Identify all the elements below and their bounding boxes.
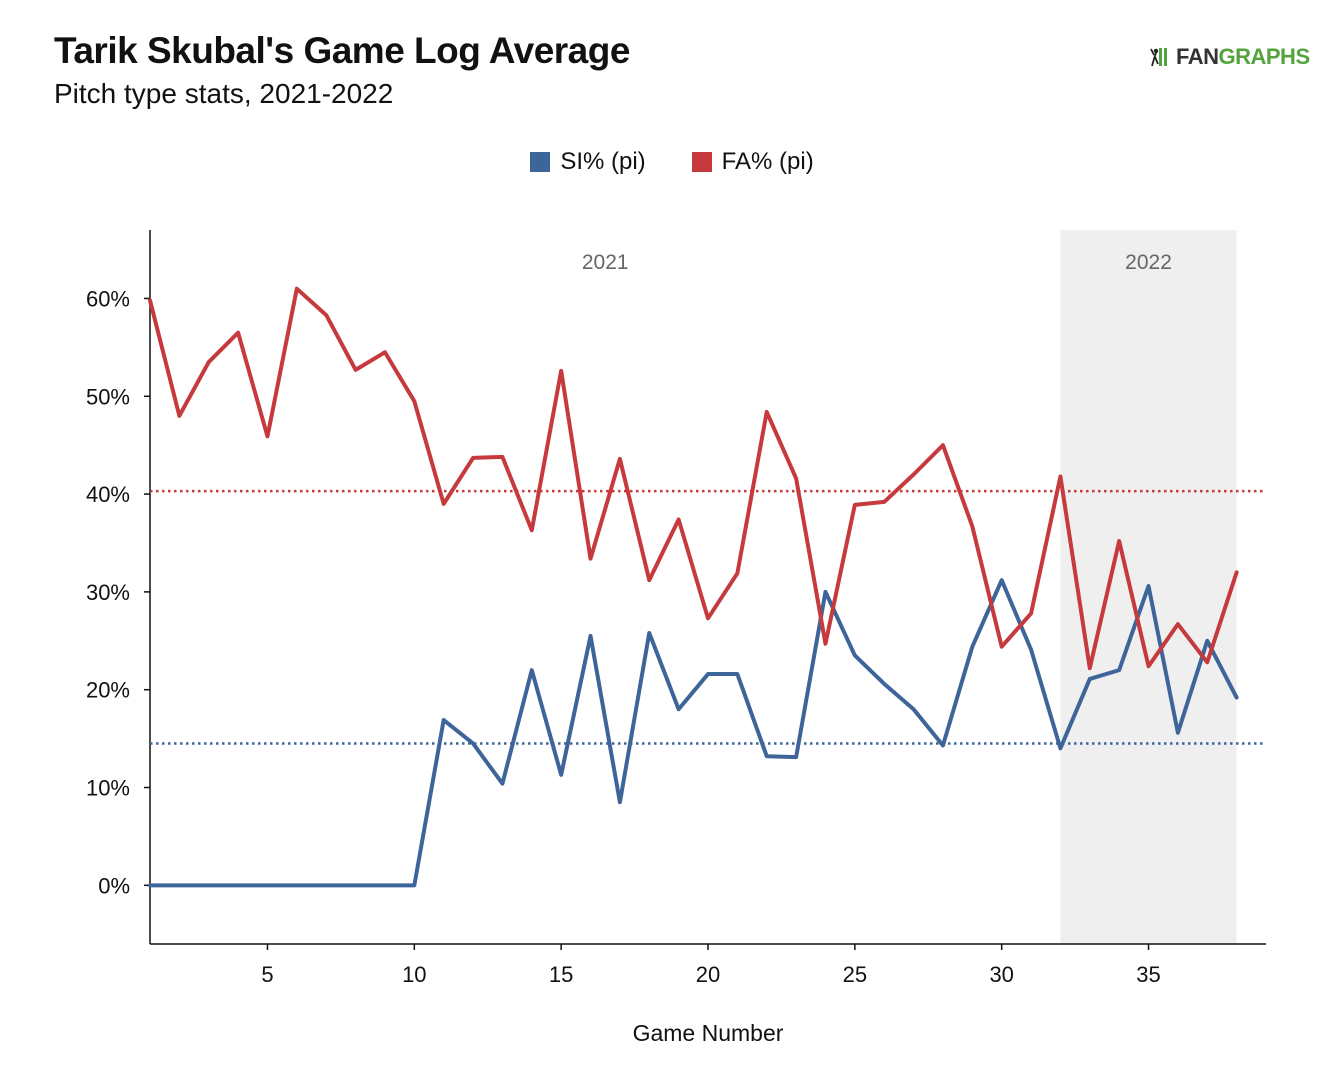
x-tick-label: 5 — [261, 962, 273, 987]
y-tick-label: 60% — [86, 286, 130, 311]
chart-title: Tarik Skubal's Game Log Average — [54, 30, 630, 71]
legend-item-fa[interactable]: FA% (pi) — [691, 148, 814, 176]
legend-swatch-si — [530, 152, 551, 172]
y-tick-label: 30% — [86, 580, 130, 605]
x-tick-label: 15 — [549, 962, 573, 987]
y-tick-label: 20% — [86, 678, 130, 703]
y-tick-label: 40% — [86, 482, 130, 507]
x-axis-title: Game Number — [633, 1020, 784, 1046]
chart-subtitle: Pitch type stats, 2021-2022 — [54, 78, 394, 109]
legend-swatch-fa — [691, 152, 712, 172]
legend-label-fa: FA% (pi) — [721, 148, 814, 175]
x-tick-label: 25 — [843, 962, 867, 987]
fangraphs-batter-icon — [1150, 48, 1167, 67]
fangraphs-logo[interactable]: FAN GRAPHS — [1150, 44, 1310, 70]
y-tick-label: 0% — [98, 873, 130, 898]
series-line-si[interactable] — [148, 578, 1239, 888]
x-tick-label: 20 — [696, 962, 720, 987]
season-label-2022: 2022 — [1125, 251, 1172, 274]
logo-text-graphs: GRAPHS — [1218, 44, 1311, 69]
y-tick-label: 10% — [86, 776, 130, 801]
series-line-fa[interactable] — [148, 286, 1239, 671]
legend-label-si: SI% (pi) — [560, 148, 646, 175]
chart-legend: SI% (pi) FA% (pi) — [0, 148, 1344, 176]
x-tick-label: 35 — [1136, 962, 1160, 987]
logo-text-fan: FAN — [1176, 44, 1219, 69]
season-label-2021: 2021 — [582, 251, 629, 274]
x-tick-label: 30 — [989, 962, 1013, 987]
y-tick-label: 50% — [86, 384, 130, 409]
x-tick-label: 10 — [402, 962, 426, 987]
legend-item-si[interactable]: SI% (pi) — [530, 148, 646, 176]
